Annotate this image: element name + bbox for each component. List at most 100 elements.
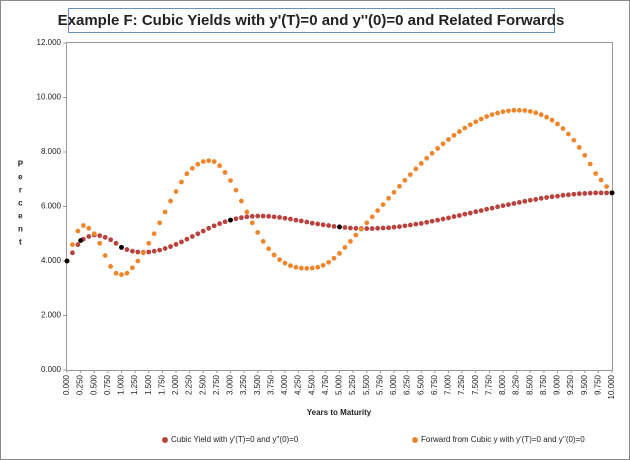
data-point: [348, 225, 353, 231]
y-tick-label: 10.000: [37, 93, 62, 102]
data-point: [217, 221, 223, 227]
x-tick-label: 8.500: [525, 374, 534, 395]
data-point: [386, 195, 391, 201]
data-point: [233, 187, 239, 193]
data-point: [593, 171, 599, 176]
x-tick-label: 5.750: [375, 374, 384, 395]
x-tick-label: 8.000: [498, 374, 507, 395]
data-point: [364, 226, 370, 231]
data-point: [200, 159, 206, 164]
data-point: [516, 200, 522, 205]
data-point: [353, 225, 359, 231]
x-tick-label: 4.500: [307, 374, 316, 395]
data-point: [544, 114, 549, 120]
data-point: [407, 222, 413, 228]
data-point: [484, 114, 490, 119]
data-point: [222, 170, 228, 175]
data-point: [429, 218, 435, 224]
data-point: [70, 250, 75, 256]
data-point: [511, 201, 517, 206]
data-point: [587, 161, 593, 167]
data-point: [102, 234, 108, 240]
x-tick-label: 0.250: [76, 374, 85, 395]
data-point: [266, 246, 272, 252]
data-point: [211, 159, 217, 164]
data-point: [467, 122, 473, 128]
data-point: [358, 226, 364, 232]
x-tick-label: 1.250: [130, 374, 139, 395]
data-point: [315, 264, 321, 270]
data-point: [457, 213, 462, 218]
data-point: [364, 220, 370, 226]
data-point: [462, 211, 468, 217]
data-point: [549, 117, 555, 123]
data-point: [102, 253, 108, 258]
data-point: [293, 217, 299, 223]
data-point: [108, 237, 113, 243]
data-point: [457, 129, 462, 134]
x-tick-label: 6.750: [430, 374, 439, 395]
data-point: [331, 255, 337, 261]
data-point: [451, 214, 457, 219]
data-point: [135, 249, 141, 255]
x-tick-label: 0.000: [62, 374, 71, 395]
data-point: [315, 221, 321, 227]
x-tick-label: 6.000: [389, 374, 398, 395]
data-point: [288, 216, 293, 222]
data-point: [70, 242, 75, 248]
data-point: [440, 216, 446, 222]
data-point: [386, 225, 391, 231]
data-point: [97, 233, 103, 239]
data-point: [353, 232, 359, 238]
data-point: [206, 225, 212, 231]
data-point: [473, 209, 479, 215]
data-point: [413, 166, 419, 172]
data-point: [260, 213, 266, 219]
data-point: [527, 108, 533, 114]
data-point: [255, 213, 261, 219]
x-tick-label: 6.500: [416, 374, 425, 395]
y-axis-label: Percent: [16, 160, 25, 251]
data-point: [484, 206, 490, 212]
data-point: [184, 171, 190, 177]
data-point: [184, 236, 190, 242]
data-point: [298, 218, 304, 224]
data-point: [195, 231, 201, 237]
x-tick-label: 0.500: [89, 374, 98, 395]
data-point: [282, 260, 288, 266]
data-point: [369, 214, 375, 220]
data-point: [179, 179, 184, 185]
data-point: [337, 250, 342, 256]
x-tick-label: 8.750: [539, 374, 548, 395]
data-point: [440, 141, 446, 147]
data-point: [97, 240, 103, 246]
data-point: [249, 213, 255, 219]
data-point: [277, 215, 282, 220]
data-point: [298, 265, 304, 271]
data-point: [309, 265, 315, 271]
data-point: [228, 217, 233, 223]
data-point: [582, 152, 588, 158]
data-point: [282, 215, 288, 221]
data-point: [337, 224, 342, 230]
data-point: [522, 198, 528, 204]
y-tick-label: 12.000: [37, 38, 62, 47]
data-point: [511, 107, 517, 113]
x-tick-label: 9.750: [593, 374, 602, 395]
data-point: [418, 220, 424, 226]
data-point: [80, 223, 86, 228]
data-point: [375, 208, 381, 213]
data-point: [309, 220, 315, 226]
data-point: [64, 258, 70, 264]
y-tick-label: 0.000: [41, 365, 62, 374]
x-tick-label: 4.250: [294, 374, 303, 395]
data-point: [244, 214, 250, 220]
x-tick-label: 3.250: [239, 374, 248, 395]
data-point: [130, 265, 135, 271]
data-point: [320, 222, 326, 228]
data-point: [168, 198, 173, 204]
data-point: [288, 263, 293, 269]
data-point: [587, 190, 593, 196]
data-point: [119, 272, 124, 278]
